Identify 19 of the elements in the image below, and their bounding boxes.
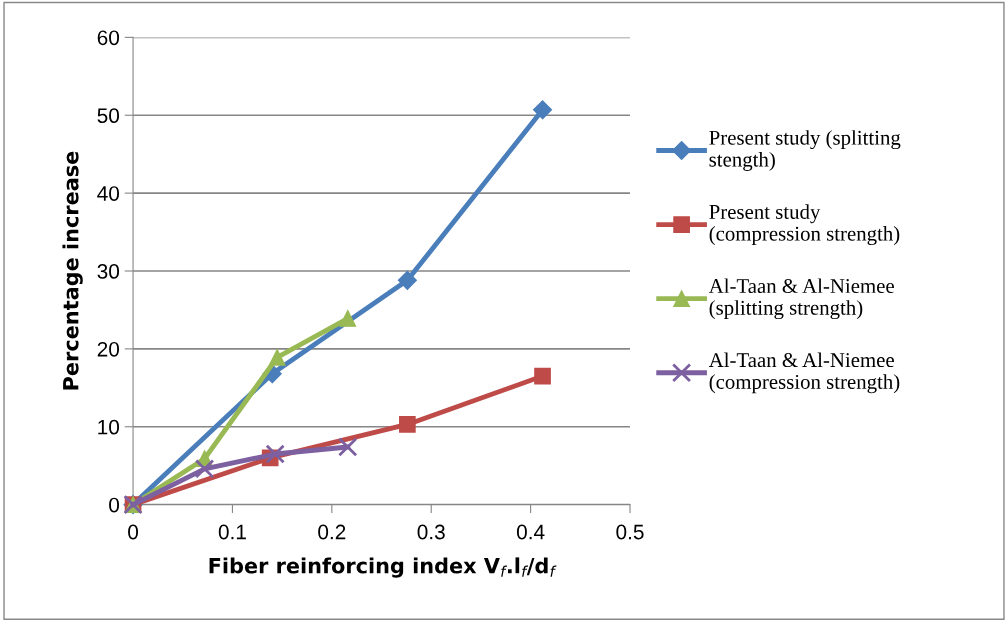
legend-label: Present study (compression strength) [709,204,900,246]
legend-label: Present study (splitting stength) [709,130,901,171]
x-tick-label: 0.3 [417,524,445,540]
x-axis-title: Fiber reinforcing index V$_{f}$.l$_{f}$/d$_{f}$ [209,557,557,578]
y-tick-label: 20 [97,341,120,357]
y-tick-label: 40 [97,186,120,201]
legend-label: Al-Taan & Al-Niemee (splitting strength) [708,278,894,320]
y-axis-title: Percentage increase [62,151,83,390]
y-tick-label: 0 [109,497,120,513]
x-tick-label: 0.1 [218,524,246,540]
x-tick-label: 0 [128,524,139,540]
y-tick-label: 10 [98,419,120,435]
y-tick-label: 50 [97,108,120,124]
x-tick-label: 0.2 [318,524,346,540]
x-tick-label: 0.5 [616,524,644,540]
y-tick-label: 30 [97,264,120,279]
legend-label: Al-Taan & Al-Niemee (compression strength) [708,352,900,394]
x-tick-label: 0.4 [516,524,545,540]
y-tick-label: 60 [97,30,120,46]
